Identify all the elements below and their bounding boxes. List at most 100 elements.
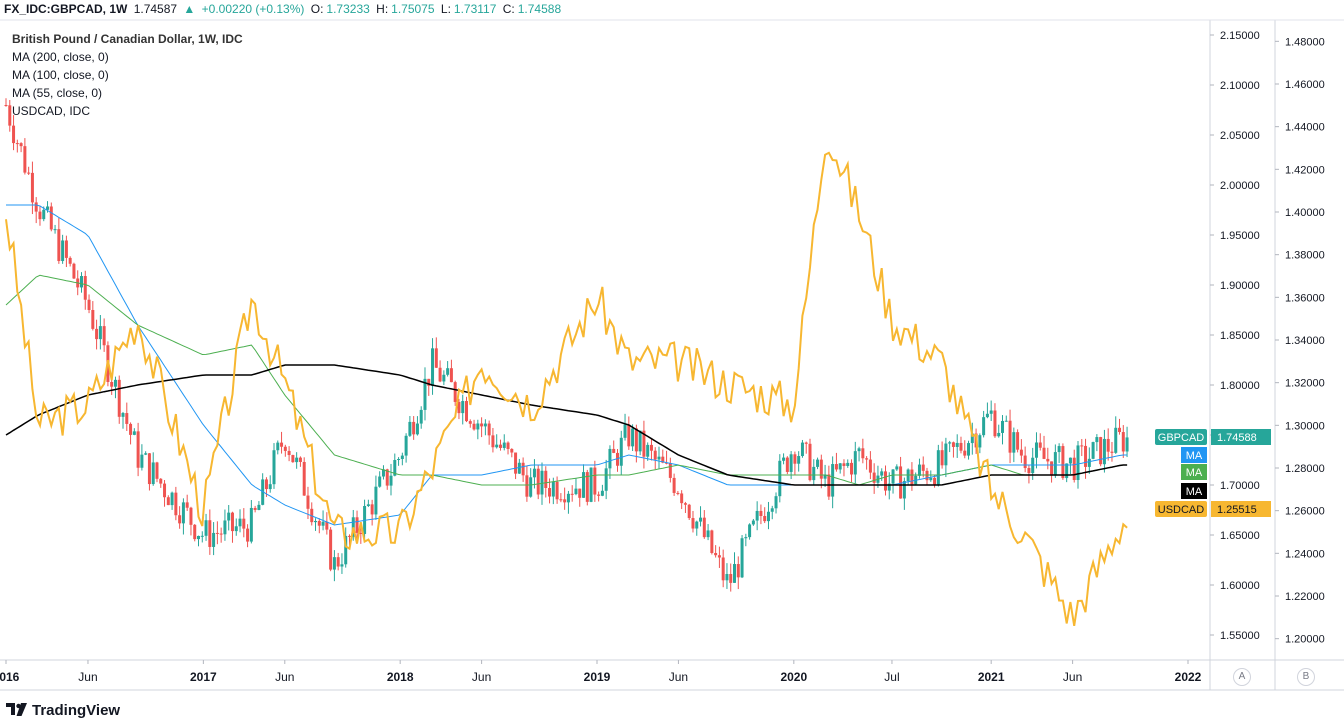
candle-body bbox=[634, 428, 638, 452]
candle-body bbox=[940, 450, 944, 466]
candle-body bbox=[842, 463, 846, 466]
open-label: O: bbox=[310, 2, 324, 16]
candle-body bbox=[925, 470, 929, 481]
candle-body bbox=[317, 520, 321, 526]
candle-body bbox=[1004, 420, 1008, 422]
legend-ma55[interactable]: MA (55, close, 0) bbox=[12, 86, 103, 100]
candle-body bbox=[495, 444, 499, 448]
candle-body bbox=[72, 263, 76, 279]
candle-body bbox=[189, 507, 193, 525]
candle-body bbox=[159, 478, 163, 484]
close-label: C: bbox=[502, 2, 515, 16]
legend-title[interactable]: British Pound / Canadian Dollar, 1W, IDC bbox=[12, 32, 243, 46]
candle-body bbox=[295, 457, 299, 463]
candle-body bbox=[687, 504, 691, 519]
tradingview-brand[interactable]: TradingView bbox=[6, 699, 120, 721]
axis-a-label: 2.00000 bbox=[1220, 180, 1260, 192]
candle-body bbox=[147, 453, 151, 485]
candle-body bbox=[683, 503, 687, 505]
candle-body bbox=[706, 530, 710, 538]
candle-body bbox=[351, 517, 355, 537]
legend-ma200[interactable]: MA (200, close, 0) bbox=[12, 50, 109, 64]
candle-body bbox=[744, 537, 748, 539]
candle-body bbox=[1042, 447, 1046, 459]
candle-body bbox=[755, 510, 759, 521]
candle-body bbox=[340, 564, 344, 567]
candle-body bbox=[34, 202, 38, 212]
high-label: H: bbox=[376, 2, 389, 16]
candle-body bbox=[366, 504, 370, 506]
candle-body bbox=[79, 276, 83, 288]
time-axis-label: 2019 bbox=[584, 670, 611, 684]
candle-body bbox=[1102, 438, 1106, 465]
candle-body bbox=[298, 457, 302, 462]
axis-b-label: 1.22000 bbox=[1285, 591, 1325, 603]
axis-b-label: 1.28000 bbox=[1285, 463, 1325, 475]
candle-body bbox=[347, 535, 351, 537]
candle-body bbox=[438, 367, 442, 382]
axis-b-label: 1.36000 bbox=[1285, 292, 1325, 304]
candle-body bbox=[491, 435, 495, 448]
candle-body bbox=[536, 468, 540, 495]
candle-body bbox=[997, 432, 1001, 437]
candle-body bbox=[468, 421, 472, 424]
legend-ma100[interactable]: MA (100, close, 0) bbox=[12, 68, 109, 82]
candle-body bbox=[548, 488, 552, 497]
candle-body bbox=[921, 464, 925, 471]
candle-body bbox=[483, 423, 487, 427]
candle-body bbox=[38, 211, 42, 220]
axis-b-label: 1.26000 bbox=[1285, 506, 1325, 518]
candle-body bbox=[1099, 437, 1103, 465]
axis-a-label: 1.80000 bbox=[1220, 380, 1260, 392]
candle-body bbox=[600, 490, 604, 496]
candle-body bbox=[880, 471, 884, 476]
candle-body bbox=[725, 574, 729, 581]
axis-b-label: 1.20000 bbox=[1285, 634, 1325, 646]
legend-usdcad[interactable]: USDCAD, IDC bbox=[12, 104, 91, 118]
chart-legend: British Pound / Canadian Dollar, 1W, IDC… bbox=[12, 30, 243, 120]
candle-body bbox=[944, 443, 948, 466]
candle-body bbox=[970, 433, 974, 444]
candle-body bbox=[212, 532, 216, 547]
candle-body bbox=[917, 464, 921, 476]
candle-body bbox=[951, 442, 955, 447]
gbpcad-tag: GBPCAD bbox=[1158, 432, 1205, 444]
candle-body bbox=[30, 172, 34, 203]
candle-body bbox=[480, 423, 484, 427]
candle-body bbox=[699, 517, 703, 522]
candle-body bbox=[804, 442, 808, 444]
candle-body bbox=[344, 535, 348, 565]
time-axis-label: Jun bbox=[472, 670, 491, 684]
candle-body bbox=[151, 462, 155, 485]
candle-body bbox=[1087, 458, 1091, 467]
candle-body bbox=[774, 496, 778, 509]
ma200-tag-box bbox=[1181, 483, 1207, 499]
candle-body bbox=[766, 511, 770, 522]
ma100-tag-box bbox=[1181, 447, 1207, 463]
candle-body bbox=[276, 442, 280, 451]
candle-body bbox=[27, 172, 31, 174]
scale-b-button[interactable]: B bbox=[1297, 668, 1315, 686]
candle-body bbox=[1106, 438, 1110, 452]
candle-body bbox=[540, 470, 544, 495]
candle-body bbox=[1065, 463, 1069, 479]
candle-body bbox=[846, 462, 850, 466]
symbol-name[interactable]: FX_IDC:GBPCAD, 1W bbox=[4, 2, 128, 16]
candle-body bbox=[646, 444, 650, 457]
axis-a-label: 1.90000 bbox=[1220, 280, 1260, 292]
gbpcad-value: 1.74588 bbox=[1217, 432, 1257, 444]
candle-body bbox=[374, 486, 378, 515]
candle-body bbox=[423, 378, 427, 410]
candle-body bbox=[638, 430, 642, 452]
candle-body bbox=[1095, 437, 1099, 443]
candle-body bbox=[559, 499, 563, 501]
candle-body bbox=[865, 458, 869, 460]
candle-body bbox=[1118, 427, 1122, 433]
candle-body bbox=[691, 518, 695, 529]
candle-body bbox=[816, 459, 820, 467]
open-value: 1.73233 bbox=[326, 2, 370, 16]
candle-body bbox=[68, 257, 72, 264]
candle-body bbox=[15, 143, 19, 145]
scale-a-button[interactable]: A bbox=[1233, 668, 1251, 686]
